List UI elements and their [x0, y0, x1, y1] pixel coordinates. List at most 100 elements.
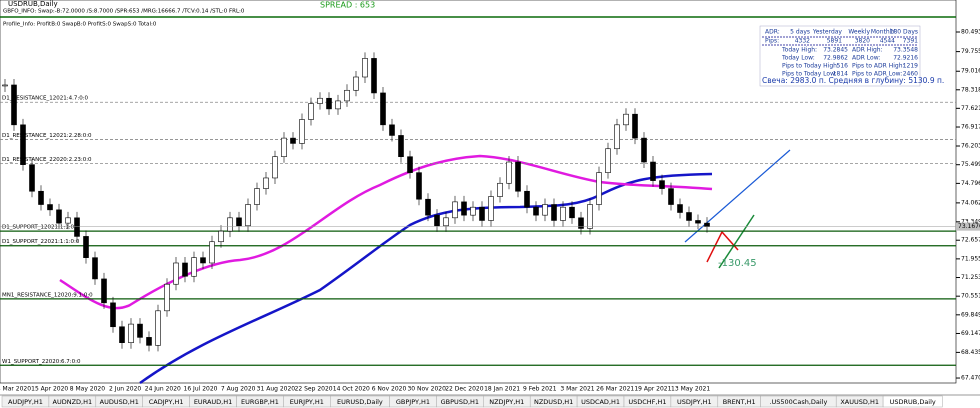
tab-label[interactable]: BRENT,H1 [723, 398, 756, 406]
x-tick-label: 9 Feb 2021 [523, 386, 557, 393]
panel-cell: Pips: [765, 38, 779, 45]
level-label: W1_SUPPORT_22020:6.7:0:0 [2, 359, 81, 365]
info-panel [759, 25, 921, 87]
tab-label[interactable]: CADJPY,H1 [149, 398, 184, 406]
y-tick-label: 67.4700 [961, 375, 980, 382]
panel-cell: Pips to Today Low: [782, 71, 837, 78]
x-tick-label: 13 May 2021 [671, 386, 710, 393]
x-tick-label: 24 Mar 2020 [0, 386, 31, 393]
x-tick-label: 15 Apr 2020 [31, 386, 68, 393]
candle [470, 206, 476, 216]
profit-line: Profile_Info: ProfitB:0 SwapB:0 ProfitS:… [3, 22, 157, 28]
tab-label[interactable]: GBPUSD,H1 [441, 398, 479, 406]
tab-label[interactable]: EURGBP,H1 [241, 398, 279, 406]
candle [92, 257, 98, 280]
tab[interactable] [882, 395, 943, 408]
tab-label[interactable]: .US500Cash,Daily [769, 398, 827, 406]
candle [362, 58, 368, 78]
y-tick-label: 74.0620 [961, 199, 980, 206]
candle [542, 204, 548, 216]
price-tag-label: 73.1676 [958, 223, 980, 230]
y-tick-label: 74.7960 [961, 180, 980, 187]
candle [506, 161, 512, 184]
candle [515, 161, 521, 192]
tab-label[interactable]: AUDUSD,H1 [100, 398, 139, 406]
tab-label[interactable]: USDJPY,H1 [677, 398, 712, 406]
candle [236, 217, 242, 227]
tab-label[interactable]: AUDNZD,H1 [53, 398, 93, 406]
y-tick-label: 69.8490 [961, 311, 980, 318]
candle [245, 204, 251, 227]
x-tick-label: 26 Mar 2021 [596, 386, 634, 393]
level-label: D1_SUPPORT_22021:1:1:0:0 [2, 239, 80, 245]
panel-cell: 73.2845 [823, 47, 848, 54]
spread: SPREAD : 653 [320, 1, 375, 10]
panel-cell: MonthlY [871, 29, 895, 36]
tab-label[interactable]: AUDJPY,H1 [8, 398, 43, 406]
level-label: D1_RESISTANCE_12021:2.28:0:0 [2, 133, 92, 139]
panel-cell: 1814 [833, 71, 848, 78]
candle [596, 172, 602, 205]
candle [29, 164, 35, 192]
panel-cell: 516 [837, 63, 849, 70]
x-tick-label: 16 Jul 2020 [184, 386, 218, 393]
tab-label[interactable]: GBPJPY,H1 [396, 398, 430, 406]
y-tick-label: 79.7555 [961, 48, 980, 55]
candle [83, 236, 89, 258]
panel-cell: Yesterday [812, 29, 843, 36]
tab-label[interactable]: EURUSD,Daily [337, 398, 383, 406]
x-tick-label: 19 Apr 2021 [634, 386, 671, 393]
candle [47, 204, 53, 211]
panel-cell: 4544 [880, 38, 895, 45]
candle [191, 257, 197, 277]
candle [533, 206, 539, 216]
candle [371, 58, 377, 94]
tab-label[interactable]: NZDJPY,H1 [489, 398, 524, 406]
candle [623, 113, 629, 126]
tab-label[interactable]: EURAUD,H1 [194, 398, 232, 406]
candle [452, 201, 458, 219]
candle [308, 103, 314, 120]
candle [497, 182, 503, 197]
candle [578, 217, 584, 229]
level-label: D1_RESISTANCE_22020:2.23:0:0 [2, 157, 92, 163]
candle [137, 323, 143, 338]
panel-cell: 4332 [795, 38, 810, 45]
tab-label[interactable]: EURJPY,H1 [290, 398, 324, 406]
candle [425, 198, 431, 216]
candle [56, 209, 62, 224]
candle [200, 257, 206, 264]
panel-cell: Pips to ADR High: [852, 63, 905, 70]
x-tick-label: 14 Oct 2020 [333, 386, 370, 393]
candle [398, 135, 404, 158]
candle [479, 206, 485, 221]
panel-cell: 73.3548 [893, 47, 918, 54]
tab-label[interactable]: USDRUB,Daily [890, 398, 936, 406]
y-tick-label: 75.4990 [961, 161, 980, 168]
y-tick-label: 79.0165 [961, 68, 980, 75]
candle [641, 137, 647, 163]
tab-label[interactable]: NZDUSD,H1 [534, 398, 573, 406]
candle [335, 100, 341, 110]
tab-label[interactable]: USDCHF,H1 [628, 398, 666, 406]
candle [173, 262, 179, 285]
candle [218, 230, 224, 243]
candle [488, 196, 494, 221]
y-tick-label: 71.9550 [961, 255, 980, 262]
candle [155, 310, 161, 346]
y-tick-label: 71.2530 [961, 274, 980, 281]
level-label: MN1_RESISTANCE_12020:9.1:0:0 [2, 292, 93, 298]
candle [587, 204, 593, 229]
panel-cell: 2460 [903, 71, 918, 78]
candle [281, 137, 287, 158]
x-tick-label: 2 Jun 2020 [109, 386, 141, 393]
tab-label[interactable]: XAUUSD,H1 [840, 398, 879, 406]
x-tick-label: 31 Aug 2020 [257, 386, 296, 393]
x-tick-label: 24 Jun 2020 [145, 386, 181, 393]
tab-label[interactable]: USDCAD,H1 [581, 398, 620, 406]
candle [569, 206, 575, 219]
candle [119, 326, 125, 343]
panel-cell: 72.9216 [893, 55, 918, 62]
panel-cell: 72.9862 [823, 55, 848, 62]
